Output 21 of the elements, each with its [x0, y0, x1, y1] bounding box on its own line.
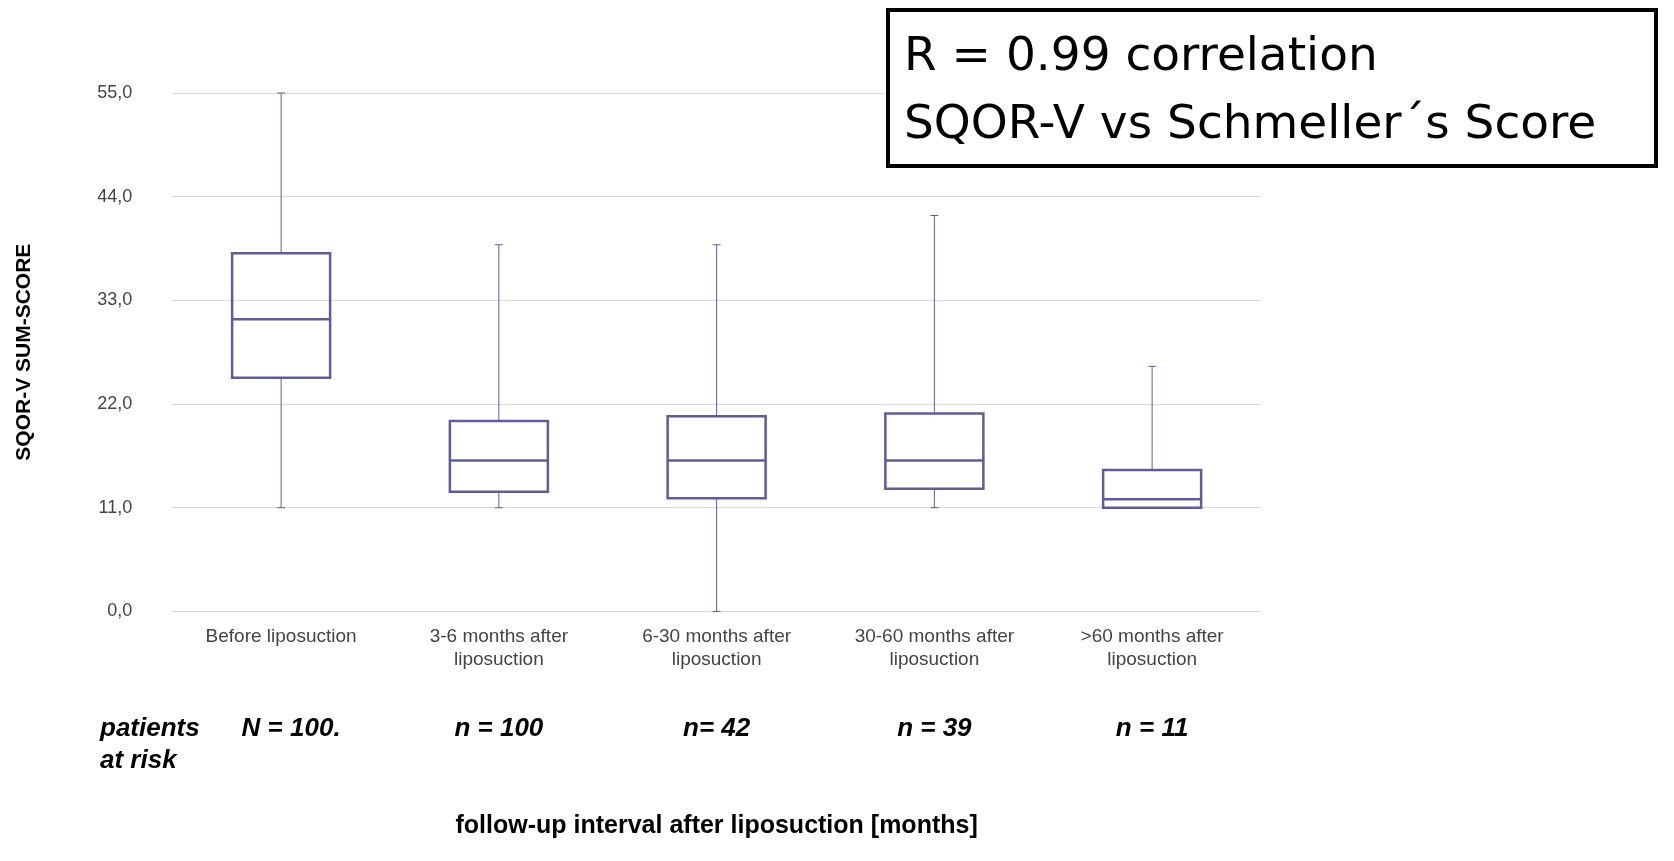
y-tick-label: 44,0: [97, 185, 133, 206]
x-tick-label: 6-30 months after liposuction: [642, 625, 792, 669]
text: n= 42: [683, 712, 751, 743]
y-tick-label: 0,0: [107, 600, 133, 621]
annotation: SQOR-V vs Schmeller´s Score: [904, 93, 1598, 152]
x-tick-label: >60 months after liposuction: [1080, 625, 1225, 669]
text: n = 39: [897, 712, 973, 743]
text: n = 11: [1115, 712, 1189, 743]
y-tick-label: 33,0: [97, 289, 133, 310]
text: patients at risk: [99, 712, 200, 775]
y-axis-title: SQOR-V SUM-SCORE: [11, 243, 35, 461]
text: n = 100: [454, 712, 544, 743]
x-tick-label: Before liposuction: [205, 625, 357, 647]
y-tick-label: 11,0: [98, 496, 133, 517]
text: N = 100.: [241, 712, 341, 743]
text: follow-up interval after liposuction [months]: [455, 810, 978, 839]
y-tick-label: 55,0: [97, 81, 133, 102]
x-tick-label: 30-60 months after liposuction: [854, 625, 1015, 669]
y-tick-label: 22,0: [97, 393, 133, 414]
text: R = 0.99 correlation: [904, 25, 1379, 83]
x-tick-label: 3-6 months after liposuction: [429, 625, 569, 669]
